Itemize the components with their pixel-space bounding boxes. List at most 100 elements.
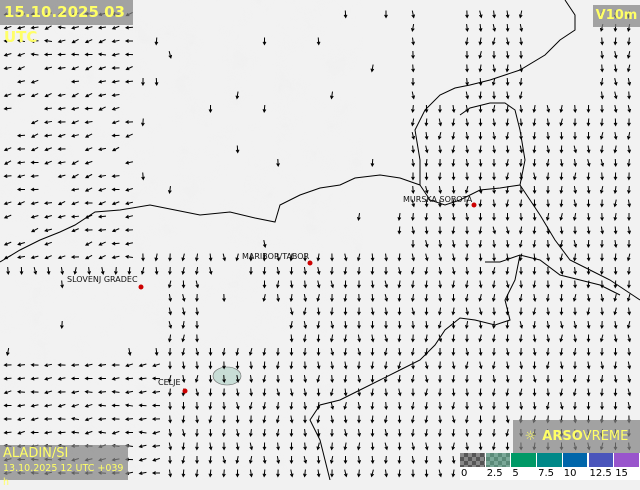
wind-arrow (627, 361, 632, 370)
wind-arrow (464, 37, 469, 46)
wind-arrow (222, 442, 226, 451)
wind-arrow (627, 158, 631, 168)
wind-arrow (3, 66, 12, 71)
wind-arrow (397, 347, 402, 357)
wind-arrow (44, 376, 53, 381)
wind-arrow (276, 455, 281, 464)
wind-arrow (141, 253, 145, 262)
wind-arrow (194, 374, 199, 383)
wind-arrow (464, 293, 469, 302)
wind-arrow (44, 38, 53, 43)
wind-arrow (195, 280, 200, 289)
wind-arrow (599, 374, 604, 383)
wind-arrow (546, 239, 550, 249)
wind-arrow (505, 388, 510, 397)
wind-arrow (111, 120, 120, 125)
wind-arrow (111, 430, 120, 435)
wind-arrow (330, 280, 335, 289)
wind-arrow (330, 415, 335, 424)
wind-arrow (168, 266, 172, 276)
wind-arrow (478, 361, 483, 370)
wind-arrow (60, 266, 65, 275)
wind-arrow (492, 347, 496, 357)
wind-arrow (505, 64, 510, 73)
wind-arrow (44, 25, 52, 30)
wind-arrow (451, 199, 456, 208)
wind-arrow (613, 401, 618, 411)
wind-map (0, 0, 640, 480)
wind-arrow (397, 455, 402, 465)
wind-arrow (208, 361, 213, 370)
wind-arrow (168, 253, 172, 262)
wind-arrow (168, 361, 172, 370)
wind-arrow (84, 52, 93, 57)
wind-arrow (98, 174, 107, 179)
wind-arrow (330, 469, 334, 478)
wind-arrow (84, 106, 93, 111)
legend-swatch (562, 453, 589, 467)
wind-arrow (573, 104, 577, 114)
wind-arrow (410, 266, 415, 275)
wind-arrow (492, 91, 496, 100)
wind-arrow (138, 444, 147, 449)
wind-arrow (559, 212, 564, 221)
wind-arrow (411, 212, 415, 222)
wind-arrow (303, 401, 308, 411)
wind-arrow (465, 77, 469, 87)
wind-arrow (44, 147, 52, 152)
wind-arrow (451, 104, 456, 113)
wind-arrow (546, 266, 550, 276)
wind-arrow (84, 228, 93, 232)
wind-arrow (627, 212, 631, 222)
wind-arrow (17, 403, 26, 408)
wind-arrow (451, 307, 456, 316)
wind-arrow (478, 212, 483, 222)
wind-arrow (573, 280, 577, 289)
wind-arrow (3, 255, 12, 260)
wind-arrow (208, 374, 213, 384)
wind-arrow (356, 253, 361, 262)
wind-arrow (519, 347, 523, 357)
wind-arrow (141, 118, 145, 127)
wind-arrow (303, 361, 307, 370)
wind-arrow (249, 388, 253, 397)
wind-arrow (424, 266, 429, 275)
wind-arrow (276, 401, 280, 411)
wind-arrow (208, 415, 213, 424)
wind-arrow (138, 458, 147, 462)
wind-arrow (3, 52, 12, 57)
wind-arrow (167, 280, 172, 289)
variable-label: V10m (593, 5, 640, 27)
wind-arrow (97, 403, 107, 408)
wind-arrow (492, 428, 496, 438)
wind-arrow (519, 145, 524, 154)
wind-arrow (572, 253, 577, 262)
wind-arrow (289, 374, 294, 384)
wind-arrow (71, 92, 79, 98)
wind-arrow (573, 334, 578, 343)
valid-time: 15.10.2025 03 UTC (0, 0, 133, 46)
wind-arrow (30, 25, 39, 30)
wind-arrow (519, 320, 524, 329)
wind-arrow (546, 388, 550, 397)
wind-arrow (111, 106, 120, 111)
wind-arrow (303, 280, 307, 289)
wind-arrow (397, 442, 402, 451)
wind-arrow (451, 428, 456, 438)
wind-arrow (505, 361, 510, 370)
wind-arrow (3, 430, 12, 435)
wind-arrow (303, 347, 307, 357)
wind-arrow (57, 25, 66, 30)
wind-arrow (329, 91, 334, 100)
wind-arrow (518, 226, 523, 235)
wind-arrow (330, 293, 334, 303)
wind-arrow (111, 25, 120, 30)
wind-arrow (438, 455, 442, 465)
wind-arrow (168, 442, 173, 451)
wind-arrow (357, 307, 361, 316)
wind-arrow (627, 334, 632, 343)
wind-arrow (84, 363, 93, 368)
wind-arrow (140, 266, 145, 275)
wind-arrow (532, 145, 537, 154)
wind-arrow (57, 66, 66, 71)
